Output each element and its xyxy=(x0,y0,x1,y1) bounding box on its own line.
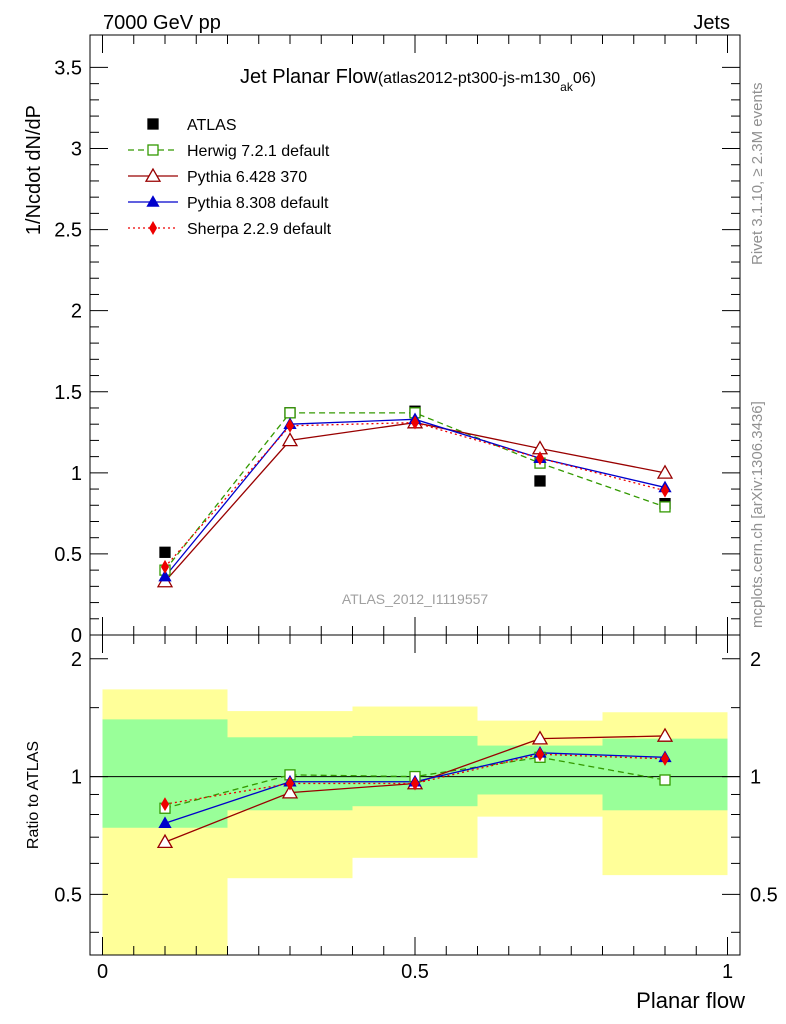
ratio-point-pythia-8-308-default xyxy=(158,816,172,828)
main-point-herwig-7-2-1-default xyxy=(284,407,296,419)
main-y-tick-label: 2 xyxy=(71,301,82,323)
x-tick-label: 0.5 xyxy=(401,961,429,983)
rivet-version-label: Rivet 3.1.10, ≥ 2.3M events xyxy=(749,83,766,266)
legend-marker-herwig-7-2-1-default xyxy=(147,144,159,156)
main-subtitle-subscript: ak xyxy=(560,80,574,94)
main-point-atlas xyxy=(534,475,546,487)
ratio-y-tick-label: 2 xyxy=(71,649,82,671)
ratio-point-pythia-6-428-370 xyxy=(656,727,674,742)
legend-marker-sherpa-2-2-9-default xyxy=(148,221,158,235)
mcplots-label: mcplots.cern.ch [arXiv:1306.3436] xyxy=(749,401,766,628)
main-point-sherpa-2-2-9-default xyxy=(285,418,295,433)
legend-label-pythia-8-308-default: Pythia 8.308 default xyxy=(187,195,329,212)
main-title: Jet Planar Flow(atlas2012-pt300-js-m130a… xyxy=(240,66,596,94)
ratio-y-tick-label: 0.5 xyxy=(54,884,82,906)
ratio-point-pythia-6-428-370 xyxy=(531,730,549,745)
ratio-point-sherpa-2-2-9-default xyxy=(285,776,295,791)
ratio-y-tick-label-right: 2 xyxy=(750,649,761,671)
main-line-pythia-8-308-default xyxy=(164,418,666,578)
legend-marker-atlas xyxy=(147,118,159,130)
main-y-axis-label: 1/Ncdot dN/dP xyxy=(23,105,45,235)
ratio-point-sherpa-2-2-9-default xyxy=(535,747,545,762)
main-line-pythia-6-428-370 xyxy=(164,421,666,582)
main-point-herwig-7-2-1-default xyxy=(659,501,671,513)
ratio-point-sherpa-2-2-9-default xyxy=(660,751,670,766)
x-tick-label: 1 xyxy=(722,961,733,983)
main-y-tick-label: 0.5 xyxy=(54,544,82,566)
main-data-layer xyxy=(156,405,674,588)
main-y-tick-label: 3 xyxy=(71,139,82,161)
ratio-data-layer xyxy=(156,727,674,849)
ratio-uncertainty-bands xyxy=(102,689,728,955)
legend-label-atlas: ATLAS xyxy=(187,117,237,134)
ratio-y-axis-label: Ratio to ATLAS xyxy=(25,741,42,849)
main-y-tick-label: 2.5 xyxy=(54,220,82,242)
legend-label-pythia-6-428-370: Pythia 6.428 370 xyxy=(187,169,307,186)
ratio-point-herwig-7-2-1-default xyxy=(659,774,671,786)
main-point-sherpa-2-2-9-default xyxy=(410,415,420,430)
ratio-panel: 0.5 0.5 1 1 2 2 0 0.5 1 Ratio to ATLAS Planar fl… xyxy=(25,634,778,1013)
legend-marker-pythia-6-428-370 xyxy=(144,167,162,182)
legend-label-herwig-7-2-1-default: Herwig 7.2.1 default xyxy=(187,143,330,160)
main-point-sherpa-2-2-9-default xyxy=(535,451,545,466)
ratio-point-sherpa-2-2-9-default xyxy=(410,776,420,791)
x-tick-label: 0 xyxy=(97,961,108,983)
main-line-sherpa-2-2-9-default xyxy=(164,421,666,568)
ratio-point-sherpa-2-2-9-default xyxy=(160,797,170,812)
main-title-text: Jet Planar Flow xyxy=(240,66,378,88)
main-subtitle: (atlas2012-pt300-js-m130 xyxy=(378,70,560,87)
ratio-y-tick-label-right: 1 xyxy=(750,767,761,789)
legend: ATLAS Herwig 7.2.1 default Pythia 6.428 37… xyxy=(128,117,332,238)
main-point-atlas xyxy=(159,546,171,558)
ratio-y-tick-label: 1 xyxy=(71,767,82,789)
main-point-sherpa-2-2-9-default xyxy=(660,483,670,498)
header-observable: Jets xyxy=(693,12,730,34)
ratio-point-pythia-6-428-370 xyxy=(156,833,174,849)
ratio-axis-ticks: 0.5 0.5 1 1 2 2 0 0.5 1 xyxy=(54,635,778,983)
watermark: ATLAS_2012_I1119557 xyxy=(342,591,489,607)
main-panel: 0 0.5 1 1.5 2 2.5 3 3.5 Jet Planar Flow(atlas20… xyxy=(23,34,741,647)
legend-label-sherpa-2-2-9-default: Sherpa 2.2.9 default xyxy=(187,221,332,238)
main-subtitle-end: 06) xyxy=(573,70,596,87)
ratio-y-tick-label-right: 0.5 xyxy=(750,884,778,906)
ratio-point-pythia-6-428-370 xyxy=(281,784,299,799)
main-y-tick-label: 3.5 xyxy=(54,57,82,79)
main-line-herwig-7-2-1-default xyxy=(164,412,666,571)
main-y-tick-label: 0 xyxy=(71,625,82,647)
main-y-tick-label: 1 xyxy=(71,463,82,485)
main-axis-ticks: 0 0.5 1 1.5 2 2.5 3 3.5 xyxy=(54,35,740,647)
main-point-pythia-6-428-370 xyxy=(656,464,674,479)
legend-marker-pythia-8-308-default xyxy=(146,195,160,207)
header-process: 7000 GeV pp xyxy=(103,12,221,34)
main-point-pythia-6-428-370 xyxy=(281,432,299,447)
ratio-frame xyxy=(89,634,741,956)
x-axis-label: Planar flow xyxy=(636,988,745,1013)
main-point-sherpa-2-2-9-default xyxy=(160,559,170,574)
main-point-pythia-8-308-default xyxy=(158,569,172,582)
main-y-tick-label: 1.5 xyxy=(54,382,82,404)
